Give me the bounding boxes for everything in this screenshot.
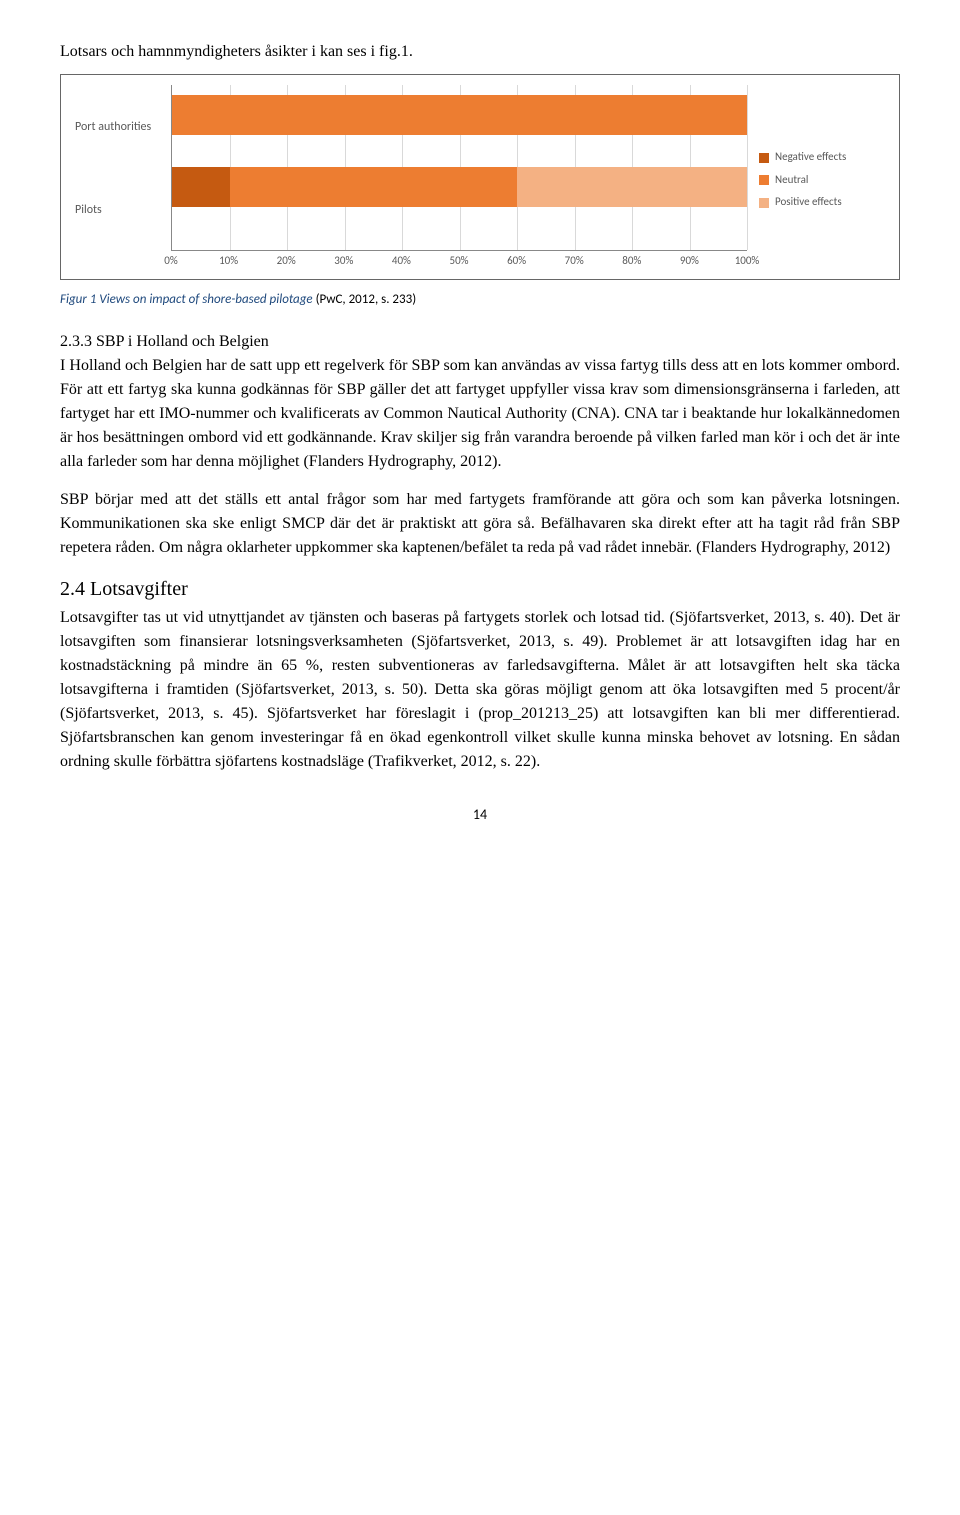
y-label: Pilots: [71, 168, 171, 251]
chart-container: Port authoritiesPilots 0% 10% 20% 30% 40% 50%…: [60, 74, 900, 280]
legend-swatch: [759, 198, 769, 208]
paragraph-1: 2.3.3 SBP i Holland och Belgien I Hollan…: [60, 330, 900, 474]
x-axis: 0%10%20%30%40%50%60%70%80%90%100%: [171, 251, 747, 275]
chart-body: Port authoritiesPilots 0% 10% 20% 30% 40% 50%…: [71, 85, 889, 275]
legend-item: Positive effects: [759, 194, 889, 211]
section-number: 2.3.3 SBP i Holland och Belgien: [60, 333, 269, 350]
bar-segment: [517, 167, 747, 207]
x-tick-label: 30%: [334, 253, 353, 270]
x-tick-label: 50%: [449, 253, 468, 270]
section-heading: 2.4 Lotsavgifter: [60, 574, 900, 604]
bar-segment: [230, 167, 518, 207]
legend-swatch: [759, 153, 769, 163]
legend-item: Negative effects: [759, 149, 889, 166]
bar-row: [172, 167, 747, 207]
bar-segment: [172, 95, 747, 135]
x-tick-label: 70%: [565, 253, 584, 270]
bar-segment: [172, 167, 230, 207]
x-tick-label: 80%: [622, 253, 641, 270]
caption-prefix: Figur 1 Views on impact of shore-based p…: [60, 292, 316, 307]
paragraph-1-body: I Holland och Belgien har de satt upp et…: [60, 357, 900, 470]
paragraph-2: SBP börjar med att det ställs ett antal …: [60, 488, 900, 560]
y-label: Port authorities: [71, 85, 171, 168]
grid-line: [747, 85, 748, 250]
legend-item: Neutral: [759, 172, 889, 189]
legend-swatch: [759, 175, 769, 185]
x-tick-label: 0%: [164, 253, 177, 270]
x-tick-label: 100%: [735, 253, 760, 270]
paragraph-3: Lotsavgifter tas ut vid utnyttjandet av …: [60, 606, 900, 774]
legend-label: Positive effects: [775, 194, 842, 211]
y-axis-labels: Port authoritiesPilots: [71, 85, 171, 251]
caption-ref: (PwC, 2012, s. 233): [316, 292, 417, 307]
intro-text: Lotsars och hamnmyndigheters åsikter i k…: [60, 40, 900, 64]
bar-row: [172, 95, 747, 135]
x-tick-label: 20%: [277, 253, 296, 270]
legend: Negative effects Neutral Positive effects: [747, 85, 889, 275]
plot-area: [171, 85, 747, 251]
legend-label: Negative effects: [775, 149, 846, 166]
x-tick-label: 10%: [219, 253, 238, 270]
x-tick-label: 90%: [680, 253, 699, 270]
page-number: 14: [60, 804, 900, 825]
x-tick-label: 60%: [507, 253, 526, 270]
x-tick-label: 40%: [392, 253, 411, 270]
legend-label: Neutral: [775, 172, 808, 189]
figure-caption: Figur 1 Views on impact of shore-based p…: [60, 290, 900, 310]
plot-region: Port authoritiesPilots 0% 10% 20% 30% 40% 50%…: [71, 85, 747, 275]
